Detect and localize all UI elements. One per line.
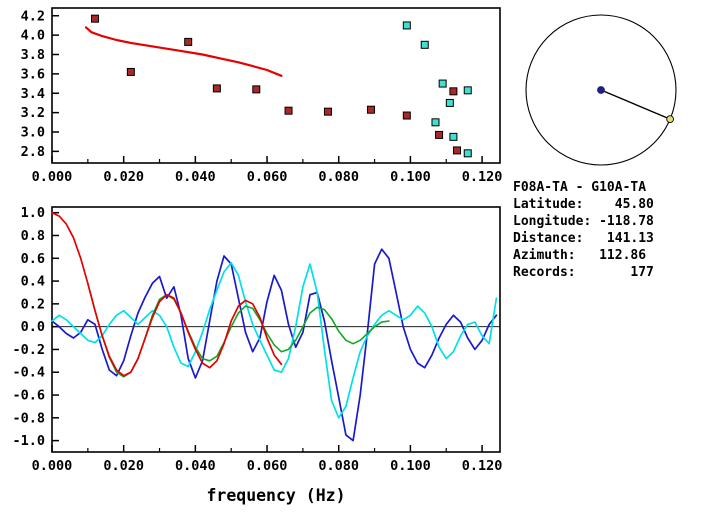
y-tick-label: 4.0 xyxy=(21,28,45,44)
x-tick-label: 0.020 xyxy=(103,169,144,185)
great-circle xyxy=(525,14,677,166)
cyan-trace xyxy=(51,261,498,419)
cyan-square-pick xyxy=(402,21,411,30)
y-tick-label: -1.0 xyxy=(12,433,45,449)
plot-frame xyxy=(51,7,501,164)
plot-frame xyxy=(51,206,501,453)
dispersion-plot: 0.000 0.020 0.040 0.060 0.080 0.100 0.120 4.2 4.… xyxy=(21,7,503,185)
cyan-square-pick xyxy=(445,98,454,107)
dispersion-curve-trace xyxy=(84,26,283,77)
waveform-plot: 0.000 0.020 0.040 0.060 0.080 0.100 0.120 1.0 0.… xyxy=(12,205,503,505)
x-tick-label: 0.040 xyxy=(175,169,216,185)
red-square-pick xyxy=(323,107,332,116)
station-azimuth-dot xyxy=(666,115,674,123)
y-tick-label: -0.4 xyxy=(12,365,45,381)
y-tick-label: -0.6 xyxy=(12,388,45,404)
y-tick-label: 0.4 xyxy=(21,274,45,290)
y-tick-label: 4.2 xyxy=(21,8,45,24)
y-tick-label: 3.4 xyxy=(21,86,45,102)
red-square-pick xyxy=(284,106,293,115)
y-tick-label: 0.0 xyxy=(21,319,45,335)
x-tick-label: 0.000 xyxy=(32,169,73,185)
x-axis-label: frequency (Hz) xyxy=(206,486,345,505)
azimuth-circle-diagram xyxy=(525,14,677,166)
y-tick-label: 3.8 xyxy=(21,47,45,63)
red-square-pick xyxy=(212,84,221,93)
red-trace xyxy=(51,211,283,377)
x-tick-label: 0.100 xyxy=(390,458,431,474)
azimuth-line xyxy=(600,89,671,120)
latitude-line: Latitude: 45.80 xyxy=(513,197,654,212)
cyan-square-pick xyxy=(420,40,429,49)
red-square-pick xyxy=(184,37,193,46)
y-tick-label: -0.8 xyxy=(12,410,45,426)
cyan-square-pick xyxy=(449,132,458,141)
red-square-pick xyxy=(91,14,100,23)
x-tick-label: 0.120 xyxy=(462,169,503,185)
red-square-pick xyxy=(366,105,375,114)
red-square-pick xyxy=(402,111,411,120)
x-tick-label: 0.000 xyxy=(32,458,73,474)
cyan-square-pick xyxy=(431,118,440,127)
red-square-pick xyxy=(435,130,444,139)
red-square-pick xyxy=(452,146,461,155)
red-square-pick xyxy=(449,87,458,96)
y-tick-label: 0.6 xyxy=(21,251,45,267)
blue-trace xyxy=(51,248,498,442)
cyan-square-pick xyxy=(438,79,447,88)
cyan-square-pick xyxy=(463,86,472,95)
records-line: Records: 177 xyxy=(513,265,654,280)
y-tick-label: 3.2 xyxy=(21,105,45,121)
station-center-dot xyxy=(597,86,605,94)
cyan-square-pick xyxy=(463,149,472,158)
longitude-line: Longitude: -118.78 xyxy=(513,214,654,229)
y-tick-label: 2.8 xyxy=(21,144,45,160)
y-tick-label: 0.8 xyxy=(21,228,45,244)
x-tick-label: 0.040 xyxy=(175,458,216,474)
azimuth-line: Azimuth: 112.86 xyxy=(513,248,647,263)
x-tick-label: 0.060 xyxy=(247,169,288,185)
x-tick-label: 0.080 xyxy=(318,169,359,185)
y-tick-label: 3.6 xyxy=(21,66,45,82)
y-tick-label: 1.0 xyxy=(21,205,45,221)
x-tick-label: 0.060 xyxy=(247,458,288,474)
red-square-pick xyxy=(252,85,261,94)
red-square-pick xyxy=(126,67,135,76)
y-tick-label: -0.2 xyxy=(12,342,45,358)
x-tick-label: 0.020 xyxy=(103,458,144,474)
x-tick-label: 0.100 xyxy=(390,169,431,185)
distance-line: Distance: 141.13 xyxy=(513,231,654,246)
y-tick-label: 0.2 xyxy=(21,296,45,312)
x-tick-label: 0.120 xyxy=(462,458,503,474)
station-pair-label: F08A-TA - G10A-TA xyxy=(513,180,647,195)
station-info-block: F08A-TA - G10A-TA Latitude: 45.80 Longit… xyxy=(513,179,701,281)
x-tick-label: 0.080 xyxy=(318,458,359,474)
y-tick-label: 3.0 xyxy=(21,125,45,141)
